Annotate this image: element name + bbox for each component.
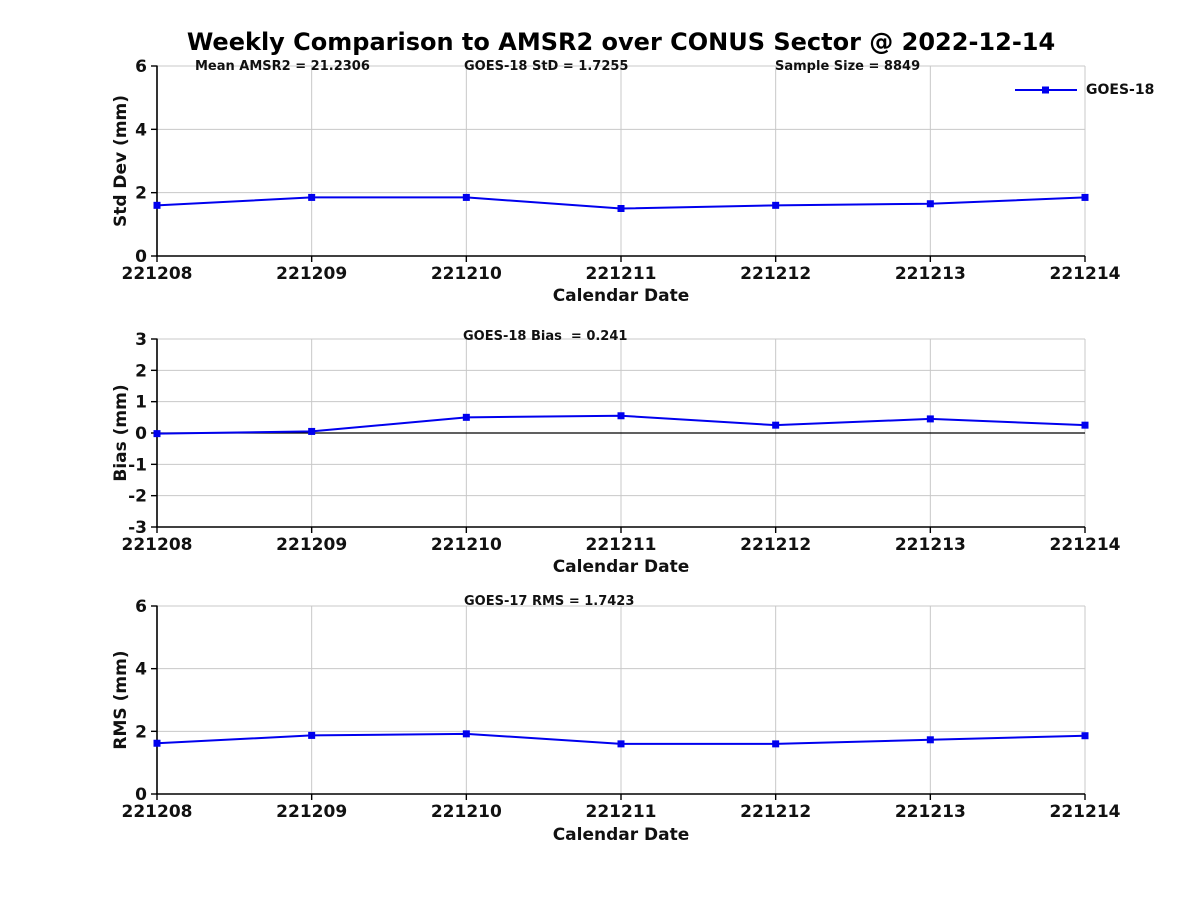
y-tick-label: -3 <box>128 518 147 538</box>
data-point-marker <box>153 201 161 209</box>
x-tick-label: 221210 <box>431 264 502 284</box>
x-axis-label-2: Calendar Date <box>552 557 690 577</box>
legend: GOES-18 <box>1014 82 1154 98</box>
y-axis-label-rms: RMS (mm) <box>111 650 131 750</box>
subplot-1: 221208 221209 221210 221211 221212 221213 2212… <box>122 57 1121 284</box>
data-point-marker <box>772 201 780 209</box>
data-point-marker <box>926 736 934 744</box>
subplot-2: 221208 221209 221210 221211 221212 221213 2212… <box>122 330 1121 555</box>
y-tick-label: 6 <box>135 597 147 617</box>
x-tick-label: 221210 <box>431 535 502 555</box>
x-tick-label: 221212 <box>740 802 811 822</box>
data-point-marker <box>617 740 625 748</box>
y-tick-label: 4 <box>135 120 147 140</box>
y-tick-label: 0 <box>135 247 147 267</box>
annotation-mean-amsr2: Mean AMSR2 = 21.2306 <box>195 59 370 74</box>
data-point-marker <box>772 421 780 429</box>
x-tick-label: 221211 <box>586 802 657 822</box>
x-tick-label: 221208 <box>122 535 193 555</box>
legend-label: GOES-18 <box>1086 82 1155 98</box>
y-tick-label: 2 <box>135 722 147 742</box>
y-tick-label: 6 <box>135 57 147 77</box>
x-tick-label: 221213 <box>895 264 966 284</box>
legend-line-marker-icon <box>1015 86 1077 94</box>
data-point-marker <box>153 739 161 747</box>
y-tick-label: 2 <box>135 184 147 204</box>
annotation-goes18-std: GOES-18 StD = 1.7255 <box>464 59 629 74</box>
chart-title: Weekly Comparison to AMSR2 over CONUS Se… <box>186 28 1056 56</box>
data-point-marker <box>617 412 625 420</box>
annotation-goes17-rms: GOES-17 RMS = 1.7423 <box>464 594 635 609</box>
data-point-marker <box>926 200 934 208</box>
x-tick-label: 221213 <box>895 535 966 555</box>
x-axis-label-1: Calendar Date <box>552 286 690 306</box>
x-tick-label: 221214 <box>1050 264 1121 284</box>
x-tick-label: 221214 <box>1050 802 1121 822</box>
data-point-marker <box>462 413 470 421</box>
y-tick-label: 0 <box>135 424 147 444</box>
x-tick-label: 221211 <box>586 535 657 555</box>
data-point-marker <box>308 427 316 435</box>
data-point-marker <box>617 205 625 212</box>
x-tick-label: 221209 <box>276 535 347 555</box>
x-tick-label: 221212 <box>740 264 811 284</box>
data-point-marker <box>772 740 780 748</box>
x-tick-label: 221213 <box>895 802 966 822</box>
x-tick-label: 221210 <box>431 802 502 822</box>
data-point-marker <box>462 730 470 738</box>
data-point-marker <box>153 430 161 438</box>
data-point-marker <box>308 193 316 201</box>
x-tick-label: 221211 <box>586 264 657 284</box>
annotation-sample-size: Sample Size = 8849 <box>775 59 921 74</box>
data-point-marker <box>308 731 316 739</box>
x-tick-label: 221208 <box>122 264 193 284</box>
subplot-3: 221208 221209 221210 221211 221212 221213 2212… <box>122 597 1121 822</box>
data-point-marker <box>462 193 470 201</box>
data-point-marker <box>1081 193 1089 201</box>
y-axis-label-stddev: Std Dev (mm) <box>111 94 131 228</box>
y-axis-label-bias: Bias (mm) <box>111 384 131 482</box>
data-point-marker <box>1081 421 1089 429</box>
x-tick-label: 221208 <box>122 802 193 822</box>
y-tick-label: 0 <box>135 785 147 805</box>
annotation-goes18-bias: GOES-18 Bias = 0.241 <box>463 329 628 344</box>
y-tick-label: 3 <box>135 330 147 350</box>
y-tick-label: 2 <box>135 361 147 381</box>
y-tick-label: -2 <box>128 487 147 507</box>
data-point-marker <box>1081 732 1089 740</box>
y-tick-label: 4 <box>135 660 147 680</box>
x-axis-label-3: Calendar Date <box>552 825 690 845</box>
y-tick-label: 1 <box>135 393 147 413</box>
data-point-marker <box>926 415 934 423</box>
y-tick-label: -1 <box>128 455 147 475</box>
x-tick-label: 221209 <box>276 802 347 822</box>
x-tick-label: 221212 <box>740 535 811 555</box>
x-tick-label: 221209 <box>276 264 347 284</box>
x-tick-label: 221214 <box>1050 535 1121 555</box>
